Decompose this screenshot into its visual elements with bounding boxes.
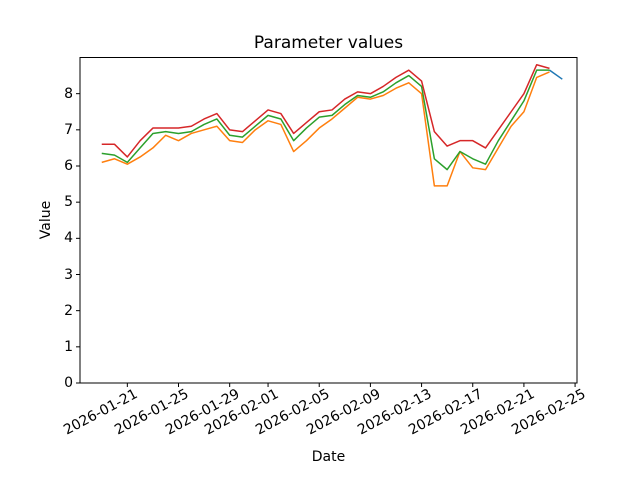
y-tick-label: 0 [64, 375, 73, 391]
series-blue-forecast-line [549, 69, 563, 80]
series-green-line [101, 69, 550, 171]
axes-frame [79, 57, 578, 384]
series-orange-line [101, 71, 550, 187]
y-tick-label: 3 [64, 266, 73, 283]
chart-title: Parameter values [253, 33, 404, 53]
y-tick-label: 6 [64, 158, 73, 174]
series-red-line [101, 63, 550, 158]
y-tick-label: 2 [64, 302, 73, 319]
x-axis-label: Date [311, 449, 346, 465]
y-tick-label: 1 [64, 338, 73, 355]
y-tick-label: 5 [64, 194, 73, 211]
y-tick-label: 7 [64, 121, 73, 138]
y-tick-label: 4 [64, 230, 73, 247]
y-tick-label: 8 [64, 85, 73, 102]
